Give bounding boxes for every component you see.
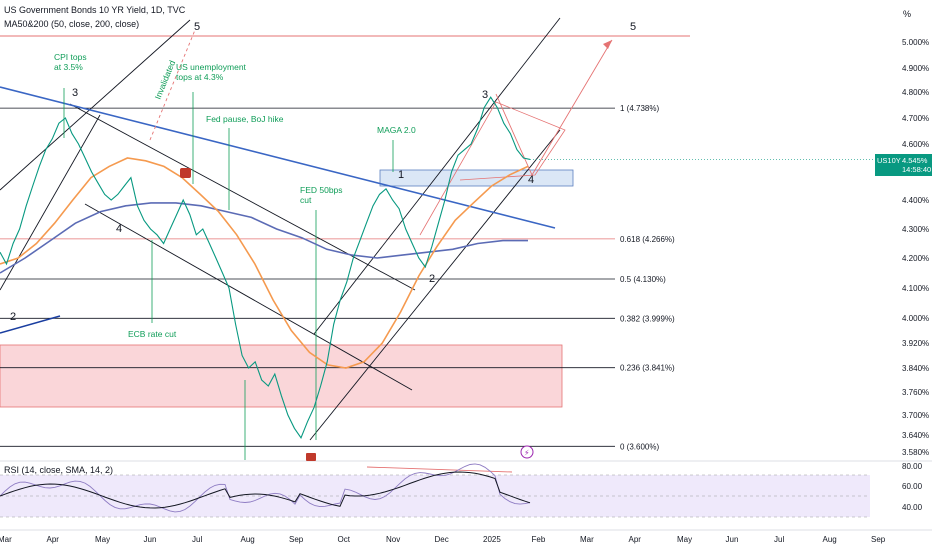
wave-label: 1: [398, 169, 404, 181]
y-tick-label: 4.700%: [902, 114, 929, 123]
x-tick-label: Jul: [774, 535, 784, 544]
svg-text:⚡: ⚡: [524, 449, 530, 458]
x-axis: Mar Apr May Jun Jul Aug Sep Oct Nov Dec 2025 Feb Mar…: [0, 535, 886, 544]
annotation-label: tops at 4.3%: [176, 72, 224, 82]
y-tick-label: 3.700%: [902, 411, 929, 420]
retest-box: [379, 169, 574, 187]
x-tick-label: Dec: [435, 535, 449, 544]
annotation-label: cut: [300, 195, 312, 205]
invalidated-line: [149, 29, 196, 141]
event-markers: [63, 88, 394, 460]
fib-levels: 1 (4.738%) 0.618 (4.266%) 0.5 (4.130%) 0.38…: [0, 104, 675, 451]
x-tick-label: Mar: [580, 535, 594, 544]
y-tick-label: 4.200%: [902, 254, 929, 263]
annotation-label: CPI tops: [54, 52, 87, 62]
x-tick-label: Feb: [532, 535, 546, 544]
trend-line: [0, 86, 556, 229]
y-tick-label: 4.600%: [902, 140, 929, 149]
fib-label: 0.236 (3.841%): [620, 364, 675, 373]
badge-price: 4.545%: [902, 156, 928, 165]
lightning-icon: [520, 445, 534, 459]
rsi-sma-line: [0, 471, 531, 509]
bull-icon: [180, 168, 191, 178]
x-tick-label: Aug: [823, 535, 837, 544]
channel-lines: [0, 17, 561, 441]
annotation-label: ECB rate cut: [128, 329, 177, 339]
rsi-divergence: [366, 466, 513, 473]
y-tick-label: 3.580%: [902, 448, 929, 457]
annotation-label: Fed pause, BoJ hike: [206, 114, 284, 124]
x-tick-label: May: [95, 535, 110, 544]
fib-label: 0 (3.600%): [620, 442, 659, 451]
rsi-lines: [0, 463, 531, 513]
series-line-ma200: [0, 202, 528, 274]
fib-label: 1 (4.738%): [620, 104, 659, 113]
y-tick-label: 3.920%: [902, 339, 929, 348]
y-tick-label: 4.000%: [902, 314, 929, 323]
badge-time: 14:58:40: [902, 165, 931, 174]
y-tick-label: 4.800%: [902, 88, 929, 97]
lower-blue-line: [0, 315, 61, 334]
wave-label: 2: [10, 311, 16, 323]
fib-label: 0.618 (4.266%): [620, 235, 675, 244]
annotation-label: Invalidated: [153, 59, 178, 101]
y-tick-label: 3.640%: [902, 431, 929, 440]
x-tick-label: Oct: [338, 535, 351, 544]
y-tick-label: 4.400%: [902, 196, 929, 205]
wave-label: 3: [482, 89, 488, 101]
x-tick-label: Apr: [47, 535, 60, 544]
projection-path-2: [419, 101, 566, 236]
x-tick-label: May: [677, 535, 692, 544]
fib-label: 0.5 (4.130%): [620, 275, 666, 284]
badge-symbol: US10Y: [877, 156, 901, 165]
rsi-tick-label: 40.00: [902, 503, 923, 512]
chart-title: US Government Bonds 10 YR Yield, 1D, TVC: [4, 5, 186, 15]
y-tick-label: 4.300%: [902, 225, 929, 234]
annotation-label: MAGA 2.0: [377, 125, 416, 135]
price-badge[interactable]: US10Y 4.545% 14:58:40: [875, 154, 932, 176]
rsi-line: [0, 463, 531, 513]
y-axis: 5.000%4.900%4.800%4.700%4.600%4.500%4.40…: [902, 38, 929, 457]
x-tick-label: Jun: [726, 535, 739, 544]
support-zone: [0, 344, 563, 408]
x-tick-label: Jun: [144, 535, 157, 544]
x-tick-label: Jul: [192, 535, 202, 544]
x-tick-label: Sep: [871, 535, 886, 544]
x-tick-label: 2025: [483, 535, 501, 544]
rsi-axis: 80.00 60.00 40.00: [902, 462, 923, 512]
rsi-tick-label: 80.00: [902, 462, 923, 471]
series-line-us10y: [0, 96, 531, 439]
series: [0, 96, 875, 439]
unit-label: %: [903, 9, 912, 19]
x-tick-label: Nov: [386, 535, 400, 544]
rsi-tick-label: 60.00: [902, 482, 923, 491]
y-tick-label: 3.840%: [902, 364, 929, 373]
fib-label: 0.382 (3.999%): [620, 314, 675, 323]
wave-label: 5: [194, 21, 200, 33]
x-tick-label: Aug: [241, 535, 255, 544]
annotation-label: at 3.5%: [54, 62, 83, 72]
y-tick-label: 3.760%: [902, 388, 929, 397]
wave-label: 4: [116, 223, 122, 235]
annotation-label: US unemployment: [176, 62, 247, 72]
y-tick-label: 4.900%: [902, 64, 929, 73]
annotation-label: FED 50bps: [300, 185, 343, 195]
wave-label: 4: [528, 174, 534, 186]
flag-icon: [306, 453, 316, 461]
y-tick-label: 4.100%: [902, 284, 929, 293]
y-tick-label: 5.000%: [902, 38, 929, 47]
rsi-legend: RSI (14, close, SMA, 14, 2): [4, 465, 114, 475]
wave-label: 3: [72, 87, 78, 99]
wave-label: 2: [429, 273, 435, 285]
x-tick-label: Mar: [0, 535, 12, 544]
projection-path: [495, 39, 613, 176]
series-line-ma50: [0, 157, 529, 369]
x-tick-label: Apr: [629, 535, 642, 544]
wave-labels: 5 5 3 3 1 4 4 2 2: [10, 21, 636, 323]
x-tick-label: Sep: [289, 535, 304, 544]
ma-legend: MA50&200 (50, close, 200, close): [4, 19, 140, 29]
wave-label: 5: [630, 21, 636, 33]
